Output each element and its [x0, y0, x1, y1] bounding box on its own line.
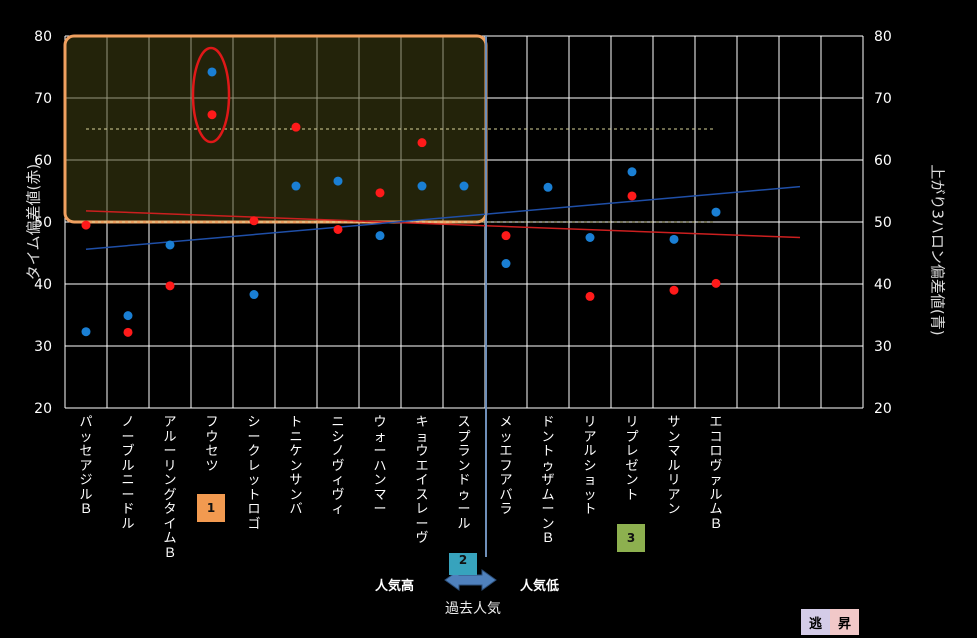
agari-point — [165, 240, 175, 250]
category-label: トニケンサンバ — [289, 415, 303, 517]
time-point — [375, 188, 385, 198]
time-point — [333, 224, 343, 234]
agari-point — [123, 311, 133, 321]
time-point — [123, 327, 133, 337]
y-tick-right: 60 — [874, 153, 892, 169]
x-axis-title: 過去人気 — [445, 601, 501, 617]
category-label: キョウエイスレーヴ — [415, 415, 429, 546]
highlight-ellipse — [191, 46, 231, 144]
agari-point — [459, 181, 469, 191]
agari-point — [585, 233, 595, 242]
time-point — [417, 138, 427, 148]
y-tick-right: 70 — [874, 91, 892, 107]
category-label: アルーリングタイムＢ — [163, 415, 177, 561]
agari-point — [417, 181, 427, 191]
category-label: リプレゼント — [625, 415, 639, 503]
y-tick-left: 20 — [34, 401, 52, 417]
badge-3: 3 — [617, 524, 645, 552]
trend-lines — [85, 185, 801, 251]
y-tick-left: 50 — [34, 215, 52, 231]
category-label: スプランドゥール — [457, 415, 471, 532]
agari-point — [249, 290, 259, 300]
y-tick-left: 60 — [34, 153, 52, 169]
nige-tag: 逃 — [801, 609, 830, 635]
y-tick-right: 40 — [874, 277, 892, 293]
right-axis-label: 上がり3ハロン偏差値(青) — [928, 164, 947, 336]
agari-point — [375, 231, 385, 241]
left-axis-label: タイム偏差値(赤) — [24, 163, 43, 281]
time-point — [669, 285, 679, 295]
agari-point — [711, 207, 721, 217]
time-point — [165, 281, 175, 291]
legend-tags: 逃 昇 — [801, 609, 859, 635]
category-label: ウォーハンマー — [373, 415, 387, 517]
agari-point — [291, 181, 301, 191]
category-label: ドントゥザムーンＢ — [541, 415, 555, 546]
y-tick-right: 20 — [874, 401, 892, 417]
category-label: リアルショット — [583, 415, 597, 517]
popularity-high-label: 人気高 — [375, 579, 415, 594]
time-point — [249, 216, 259, 226]
badge-2: 2 — [449, 553, 477, 575]
time-point — [291, 122, 301, 132]
time-point — [501, 231, 511, 241]
trend-line — [85, 210, 801, 239]
agari-point — [627, 167, 637, 177]
y-tick-right: 30 — [874, 339, 892, 355]
category-label: サンマルリアン — [667, 415, 681, 517]
y-tick-left: 80 — [34, 29, 52, 45]
time-point — [711, 278, 721, 288]
time-point — [207, 110, 217, 120]
agari-point — [501, 259, 511, 269]
agari-point — [543, 182, 553, 192]
y-tick-left: 70 — [34, 91, 52, 107]
time-point — [81, 220, 91, 230]
y-tick-right: 50 — [874, 215, 892, 231]
category-label: ノーブルニードル — [121, 415, 135, 532]
category-label: パッセアジルＢ — [79, 415, 93, 517]
time-point — [585, 291, 595, 301]
category-label: メッエフアバラ — [499, 415, 513, 517]
agari-point — [669, 234, 679, 244]
shou-tag: 昇 — [830, 609, 859, 635]
badge-1: 1 — [197, 494, 225, 522]
category-label: シークレットロゴ — [247, 415, 261, 532]
y-tick-right: 80 — [874, 29, 892, 45]
time-point — [627, 191, 637, 201]
y-tick-left: 40 — [34, 277, 52, 293]
y-tick-left: 30 — [34, 339, 52, 355]
category-label: フウセツ — [205, 415, 219, 474]
y-tick-labels: 20 20 30 30 40 40 50 50 60 60 70 70 80 80 — [34, 29, 892, 417]
agari-point — [207, 67, 217, 77]
popularity-low-label: 人気低 — [520, 579, 560, 594]
trend-line — [85, 185, 801, 251]
agari-point — [333, 176, 343, 186]
category-label: ニシノヴィヴィ — [331, 415, 345, 517]
agari-point — [81, 327, 91, 337]
data-points — [81, 67, 721, 337]
category-label: エコロヴァルムＢ — [709, 415, 723, 532]
